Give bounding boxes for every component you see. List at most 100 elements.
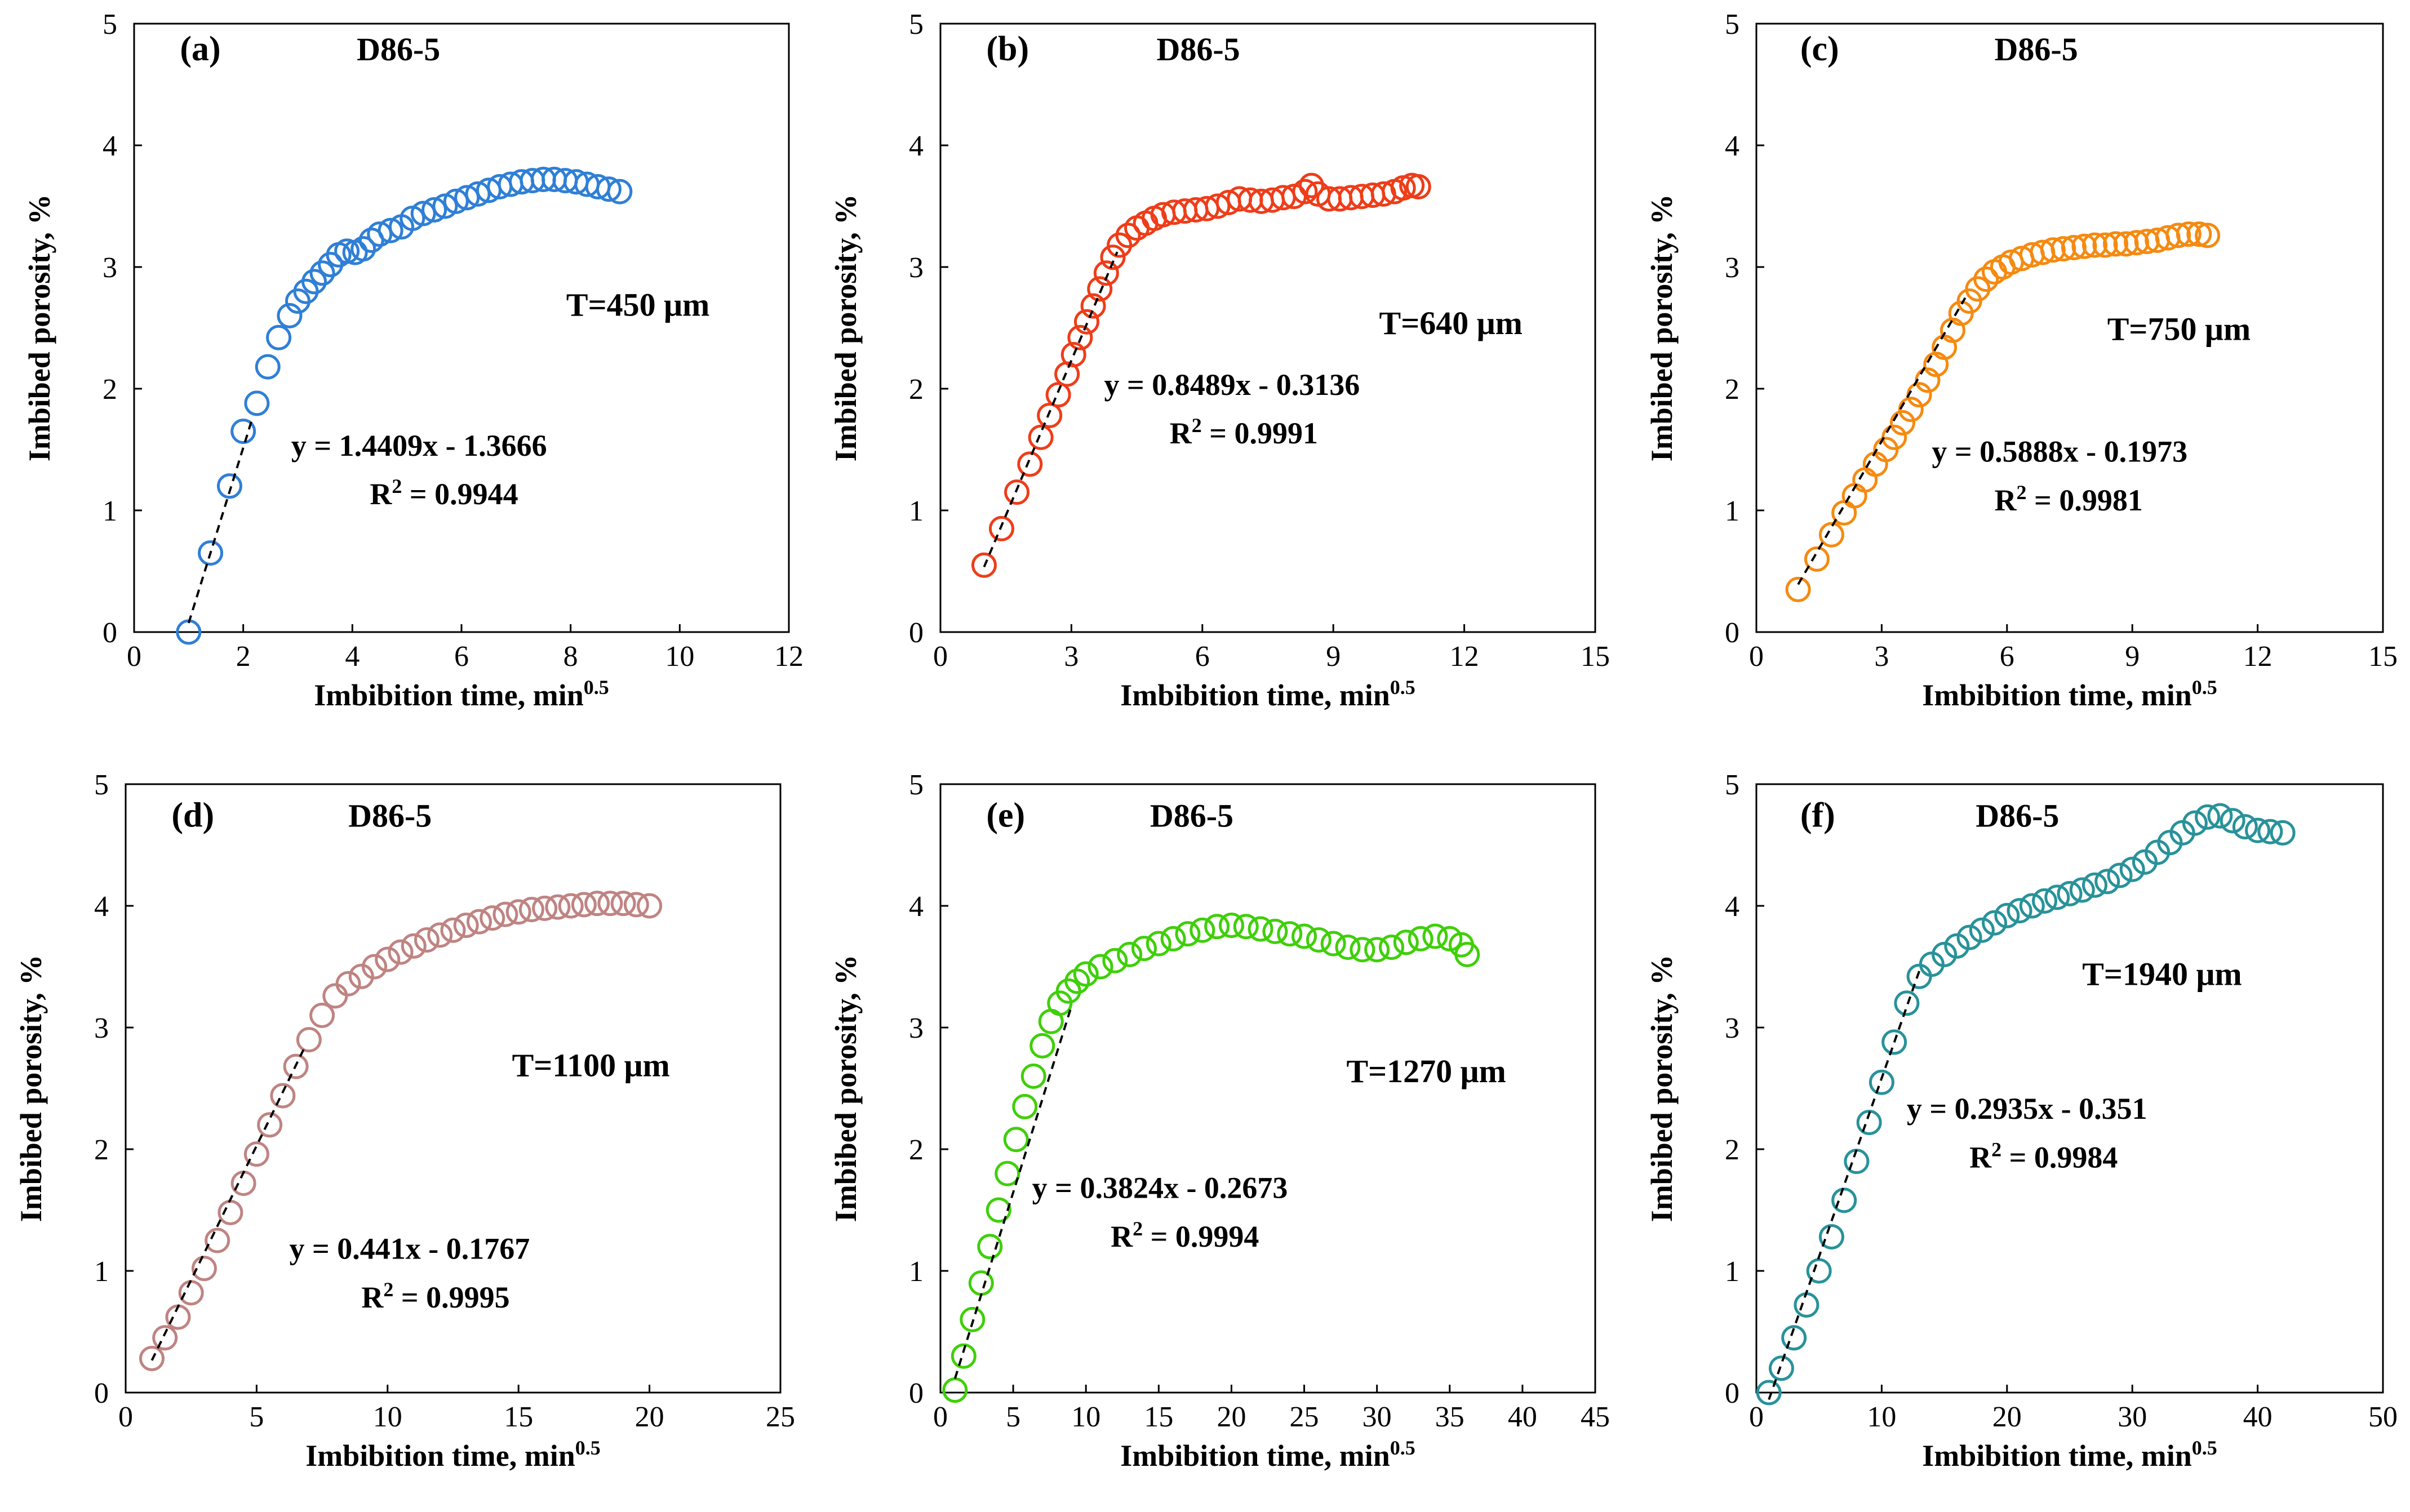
y-tick-label: 0 [1725, 617, 1739, 649]
data-point [1291, 923, 1317, 949]
data-point [986, 1197, 1011, 1223]
data-point [1248, 916, 1273, 942]
data-point [309, 1002, 335, 1028]
fit-equation: y = 1.4409x - 1.3666 [291, 429, 547, 463]
fit-r-squared: R2 = 0.9984 [1969, 1138, 2118, 1174]
thickness-label: T=1100 μm [512, 1047, 670, 1083]
data-point [2092, 232, 2118, 258]
data-point [1982, 910, 2008, 936]
data-point [230, 1170, 256, 1196]
data-point [960, 1306, 986, 1332]
data-point [1115, 223, 1141, 248]
data-point [2071, 233, 2097, 259]
fit-line [150, 1048, 305, 1361]
x-tick-label: 3 [1064, 641, 1078, 673]
data-point [1393, 930, 1419, 955]
data-point [454, 185, 480, 211]
panel-label: (a) [180, 30, 220, 68]
data-point [1088, 954, 1113, 980]
x-tick-label: 6 [2000, 641, 2014, 673]
data-point [216, 473, 242, 499]
x-tick-label: 50 [2368, 1401, 2398, 1433]
data-point [1029, 1033, 1055, 1059]
data-point [1335, 934, 1361, 960]
x-tick-label: 10 [373, 1401, 402, 1433]
x-tick-label: 15 [2368, 641, 2398, 673]
data-point [1020, 1063, 1046, 1089]
y-tick-label: 3 [1725, 1012, 1739, 1044]
data-point [1785, 576, 1811, 602]
data-point [1894, 990, 1920, 1016]
y-tick-label: 5 [909, 8, 924, 41]
data-point [971, 552, 997, 578]
y-tick-label: 4 [909, 130, 924, 162]
y-tick-label: 0 [909, 617, 924, 649]
x-axis-label: Imbibition time, min0.5 [1922, 1437, 2217, 1473]
fit-line [953, 1006, 1073, 1379]
data-point [198, 540, 224, 566]
x-tick-label: 0 [1749, 1401, 1764, 1433]
data-point [2182, 810, 2208, 836]
data-point [1012, 1093, 1038, 1119]
data-point [532, 895, 558, 921]
data-point [2081, 232, 2107, 258]
y-tick-label: 1 [1725, 495, 1739, 527]
data-point [584, 891, 610, 917]
y-tick-label: 2 [94, 1134, 109, 1166]
data-point [2186, 221, 2212, 247]
x-tick-label: 15 [1144, 1401, 1173, 1433]
data-point [492, 901, 518, 927]
y-tick-label: 4 [1725, 130, 1739, 162]
data-point [2195, 223, 2221, 248]
data-point [139, 1346, 165, 1372]
y-tick-label: 3 [909, 252, 924, 284]
data-point [610, 891, 636, 917]
data-point [1437, 926, 1463, 951]
x-tick-label: 2 [236, 641, 251, 673]
x-tick-label: 10 [665, 641, 694, 673]
data-point [1028, 424, 1054, 450]
data-point [1087, 276, 1113, 302]
data-point [388, 939, 414, 965]
x-axis-label: Imbibition time, min0.5 [1922, 676, 2217, 712]
data-point [1906, 963, 1932, 989]
data-point [378, 217, 403, 243]
data-point [977, 1234, 1003, 1260]
y-tick-label: 1 [909, 1256, 924, 1288]
data-point [1233, 914, 1259, 940]
data-point [257, 1112, 283, 1138]
panel-label: (f) [1800, 797, 1835, 835]
data-point [1408, 926, 1433, 951]
data-point [296, 1027, 322, 1053]
data-point [1190, 917, 1215, 943]
data-point [1454, 941, 1480, 967]
y-axis-label: Imbibed porosity, % [829, 955, 863, 1222]
data-point [1932, 941, 1958, 967]
data-point [2245, 817, 2271, 843]
data-point [637, 893, 663, 919]
sample-label: D86-5 [357, 31, 440, 68]
data-point [1818, 522, 1844, 548]
y-tick-label: 0 [103, 617, 117, 649]
x-tick-label: 6 [454, 641, 469, 673]
data-point [2107, 862, 2133, 888]
data-point [152, 1325, 178, 1351]
thickness-label: T=1940 μm [2082, 955, 2242, 992]
data-point [1320, 931, 1346, 957]
fit-r-squared: R2 = 0.9981 [1995, 481, 2143, 517]
data-point [1073, 961, 1099, 987]
x-tick-label: 3 [1874, 641, 1889, 673]
x-tick-label: 0 [1749, 641, 1764, 673]
data-point [266, 324, 292, 350]
y-tick-label: 2 [909, 1134, 924, 1166]
y-tick-label: 2 [1725, 1134, 1739, 1166]
data-point [1405, 174, 1431, 199]
y-tick-label: 5 [1725, 8, 1739, 41]
fit-equation: y = 0.8489x - 0.3136 [1104, 368, 1360, 402]
data-point [270, 1083, 296, 1109]
data-point [1378, 934, 1404, 960]
data-point [2220, 808, 2245, 834]
data-point [1804, 546, 1830, 572]
